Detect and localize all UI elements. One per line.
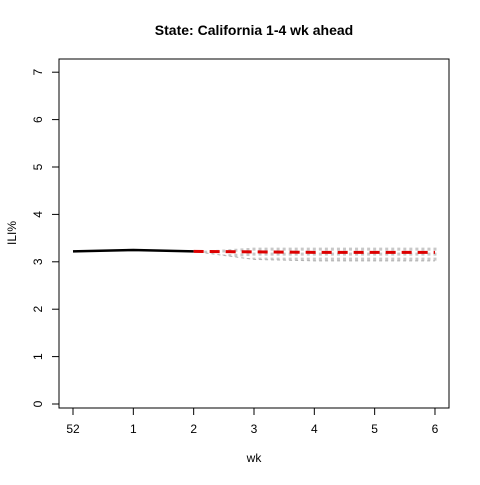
forecast-series-line [193,249,435,254]
plot-frame [58,58,450,409]
y-tick-label: 3 [31,258,45,265]
y-tick-label: 0 [31,400,45,407]
observed-series-line [72,248,194,253]
chart-title: State: California 1-4 wk ahead [155,22,353,38]
x-tick-label: 6 [432,422,439,436]
y-tick-label: 5 [31,163,45,170]
x-tick-label: 2 [190,422,197,436]
y-tick-label: 2 [31,306,45,313]
x-tick-label: 4 [311,422,318,436]
y-axis-label: ILI% [5,221,19,245]
interval-lower-bound [193,250,435,262]
x-axis-label: wk [246,451,263,465]
x-tick-label: 5 [371,422,378,436]
x-tick-label: 52 [66,422,80,436]
x-tick-label: 1 [130,422,137,436]
y-tick-label: 4 [31,211,45,218]
y-tick-label: 1 [31,353,45,360]
y-tick-label: 7 [31,69,45,76]
x-tick-label: 3 [251,422,258,436]
y-tick-label: 6 [31,116,45,123]
